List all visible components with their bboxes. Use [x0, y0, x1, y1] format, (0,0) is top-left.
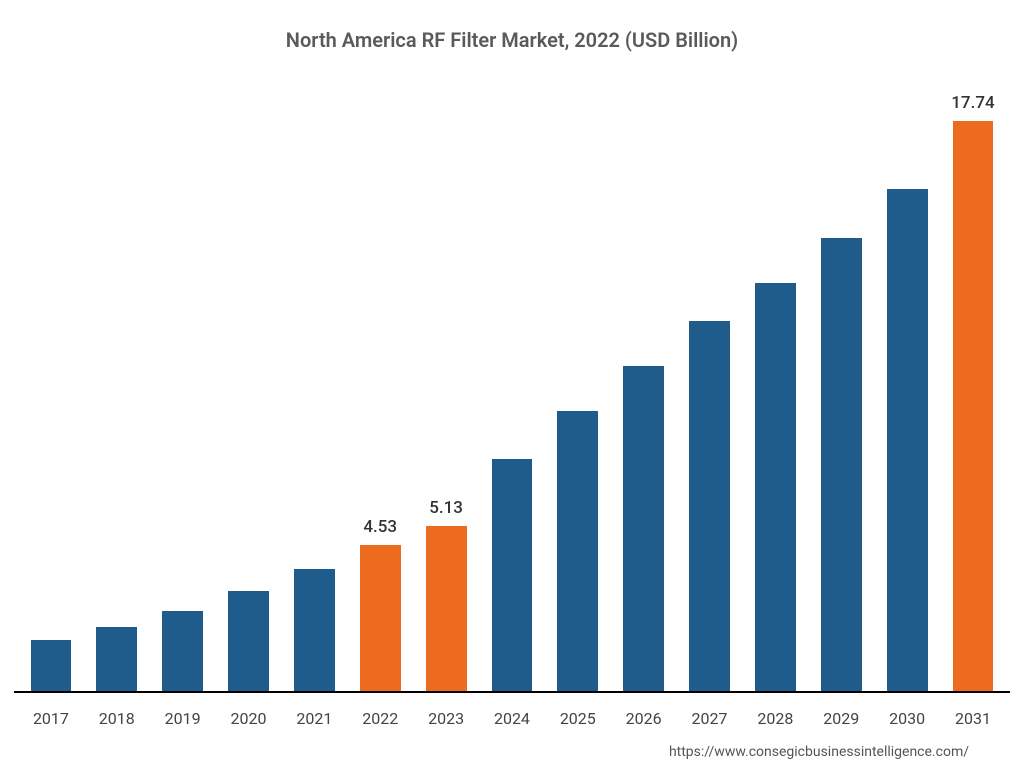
bar-slot [479, 80, 545, 691]
bar [623, 366, 664, 691]
bar [96, 627, 137, 691]
x-tick-label: 2023 [413, 699, 479, 728]
bar [228, 591, 269, 691]
chart-plot-area: 4.53 5.13 17.74 [14, 80, 1010, 693]
bar [294, 569, 335, 691]
bar-slot [84, 80, 150, 691]
bar-value-label: 17.74 [951, 93, 994, 113]
bar [887, 189, 928, 691]
source-url: https://www.consegicbusinessintelligence… [669, 744, 969, 760]
bar [31, 640, 72, 691]
bar-value-label: 5.13 [429, 498, 463, 518]
x-tick-label: 2022 [347, 699, 413, 728]
bar-slot: 4.53 [347, 80, 413, 691]
chart-title: North America RF Filter Market, 2022 (US… [0, 0, 1024, 52]
bar-value-label: 4.53 [363, 517, 397, 537]
x-tick-label: 2025 [545, 699, 611, 728]
bar-slot [545, 80, 611, 691]
bar [557, 411, 598, 691]
bar-slot [611, 80, 677, 691]
bar [755, 283, 796, 691]
bar [426, 526, 467, 691]
x-tick-label: 2030 [874, 699, 940, 728]
x-tick-label: 2027 [677, 699, 743, 728]
bar-slot [281, 80, 347, 691]
x-tick-label: 2026 [611, 699, 677, 728]
bar [821, 238, 862, 691]
x-axis: 2017201820192020202120222023202420252026… [14, 699, 1010, 728]
x-tick-label: 2018 [84, 699, 150, 728]
x-tick-label: 2024 [479, 699, 545, 728]
bar [360, 545, 401, 691]
x-tick-label: 2020 [216, 699, 282, 728]
bar-slot [150, 80, 216, 691]
bar [953, 121, 994, 691]
bar [162, 611, 203, 691]
bar-slot: 17.74 [940, 80, 1006, 691]
x-tick-label: 2028 [742, 699, 808, 728]
x-tick-label: 2017 [18, 699, 84, 728]
bar-slot [677, 80, 743, 691]
x-tick-label: 2019 [150, 699, 216, 728]
bar [689, 321, 730, 691]
bar [492, 459, 533, 691]
x-tick-label: 2031 [940, 699, 1006, 728]
x-tick-label: 2021 [281, 699, 347, 728]
bar-slot [18, 80, 84, 691]
bar-slot [742, 80, 808, 691]
bar-slot [216, 80, 282, 691]
bar-slot: 5.13 [413, 80, 479, 691]
bar-slot [808, 80, 874, 691]
x-tick-label: 2029 [808, 699, 874, 728]
bar-slot [874, 80, 940, 691]
